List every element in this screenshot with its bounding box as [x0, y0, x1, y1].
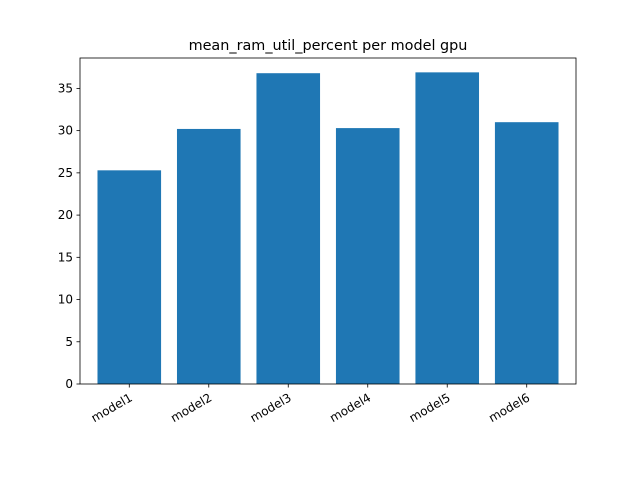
- chart-title: mean_ram_util_percent per model gpu: [189, 38, 468, 54]
- bars-layer: [97, 72, 559, 385]
- bar-model1: [97, 170, 162, 384]
- plot-frame: [79, 57, 577, 385]
- y-tick-label: 30: [58, 124, 73, 138]
- y-tick-label: 35: [58, 81, 73, 95]
- bar-model2: [176, 128, 241, 384]
- y-axis: 0 5 10 15 20 25 30 35: [58, 81, 80, 391]
- bar-model4: [335, 128, 400, 384]
- y-tick-label: 25: [58, 166, 73, 180]
- y-tick-label: 10: [58, 293, 73, 307]
- bar-model5: [415, 72, 480, 384]
- y-tick-label: 20: [58, 208, 73, 222]
- bar-model6: [494, 122, 559, 385]
- bar-model3: [256, 73, 321, 384]
- y-tick-label: 0: [65, 377, 73, 391]
- y-tick-label: 5: [65, 335, 73, 349]
- y-tick-label: 15: [58, 250, 73, 264]
